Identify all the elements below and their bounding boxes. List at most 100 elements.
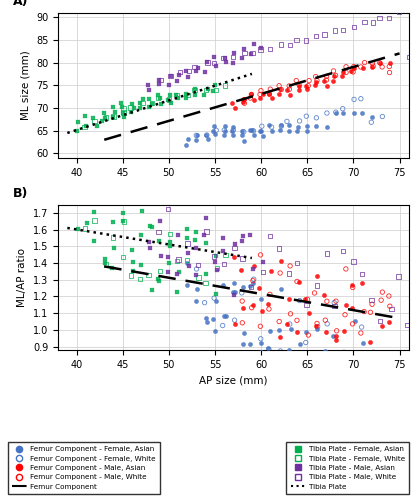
Point: [257, 46, 264, 54]
Point: [192, 92, 198, 100]
Point: [341, 348, 347, 356]
Point: [386, 62, 393, 70]
Point: [241, 330, 248, 338]
Point: [414, 50, 415, 58]
Point: [167, 72, 174, 80]
Point: [120, 108, 127, 116]
Point: [321, 292, 327, 300]
Point: [249, 126, 256, 134]
Point: [277, 122, 284, 130]
Point: [239, 304, 246, 312]
Point: [210, 252, 217, 260]
Point: [91, 237, 98, 245]
Point: [278, 86, 285, 94]
Y-axis label: ML/AP ratio: ML/AP ratio: [17, 248, 27, 307]
Point: [193, 285, 200, 293]
Point: [214, 266, 220, 274]
Point: [119, 104, 125, 112]
Point: [166, 96, 172, 104]
Point: [220, 322, 226, 330]
Point: [320, 77, 327, 85]
Point: [232, 288, 239, 296]
Text: A): A): [12, 0, 28, 8]
Point: [350, 258, 356, 266]
Point: [110, 244, 117, 252]
Point: [342, 302, 349, 310]
Point: [195, 64, 202, 72]
Point: [220, 54, 227, 62]
Point: [182, 94, 189, 102]
Point: [165, 205, 171, 213]
Point: [90, 114, 97, 122]
Point: [146, 104, 152, 112]
Point: [306, 76, 312, 84]
Point: [203, 132, 209, 140]
Point: [110, 218, 116, 226]
Point: [211, 122, 217, 130]
Point: [204, 136, 211, 143]
Point: [342, 310, 348, 318]
Point: [269, 127, 275, 135]
Point: [247, 232, 254, 239]
Point: [229, 131, 236, 139]
Point: [184, 249, 191, 257]
Point: [222, 122, 229, 130]
Point: [286, 82, 293, 90]
Point: [241, 99, 248, 107]
Point: [202, 279, 209, 287]
Point: [203, 228, 210, 235]
Point: [213, 86, 220, 94]
Point: [370, 348, 377, 356]
Point: [75, 224, 81, 232]
Point: [128, 272, 134, 280]
Point: [127, 104, 134, 112]
Point: [276, 244, 282, 252]
Point: [249, 276, 256, 284]
Point: [73, 187, 79, 195]
Point: [192, 244, 199, 252]
Point: [349, 284, 356, 292]
Point: [286, 320, 293, 328]
Point: [103, 114, 110, 122]
Point: [359, 270, 366, 278]
Point: [157, 216, 164, 224]
Point: [239, 254, 246, 262]
Point: [265, 300, 272, 308]
Point: [183, 90, 189, 98]
Point: [350, 64, 357, 72]
Point: [370, 62, 376, 70]
Point: [349, 320, 356, 328]
Point: [110, 112, 117, 120]
Point: [295, 86, 302, 94]
Point: [213, 126, 220, 134]
Point: [165, 82, 172, 90]
Point: [351, 357, 357, 365]
Point: [167, 72, 174, 80]
Point: [167, 242, 174, 250]
Point: [304, 85, 311, 93]
Point: [257, 251, 264, 259]
Point: [183, 282, 190, 290]
Point: [287, 310, 294, 318]
Point: [312, 122, 319, 130]
Point: [139, 207, 145, 215]
Point: [369, 360, 376, 368]
Point: [173, 90, 180, 98]
Point: [313, 114, 320, 122]
Point: [231, 253, 237, 261]
Point: [296, 80, 303, 88]
Point: [314, 272, 320, 280]
Point: [195, 261, 201, 269]
Point: [339, 72, 346, 80]
Point: [90, 208, 97, 216]
Point: [376, 59, 383, 67]
Point: [303, 301, 310, 309]
Point: [221, 312, 227, 320]
Point: [231, 244, 238, 252]
Point: [201, 298, 208, 306]
Point: [286, 346, 293, 354]
Point: [286, 270, 292, 278]
Point: [185, 73, 191, 81]
Point: [368, 296, 375, 304]
Point: [257, 90, 264, 98]
